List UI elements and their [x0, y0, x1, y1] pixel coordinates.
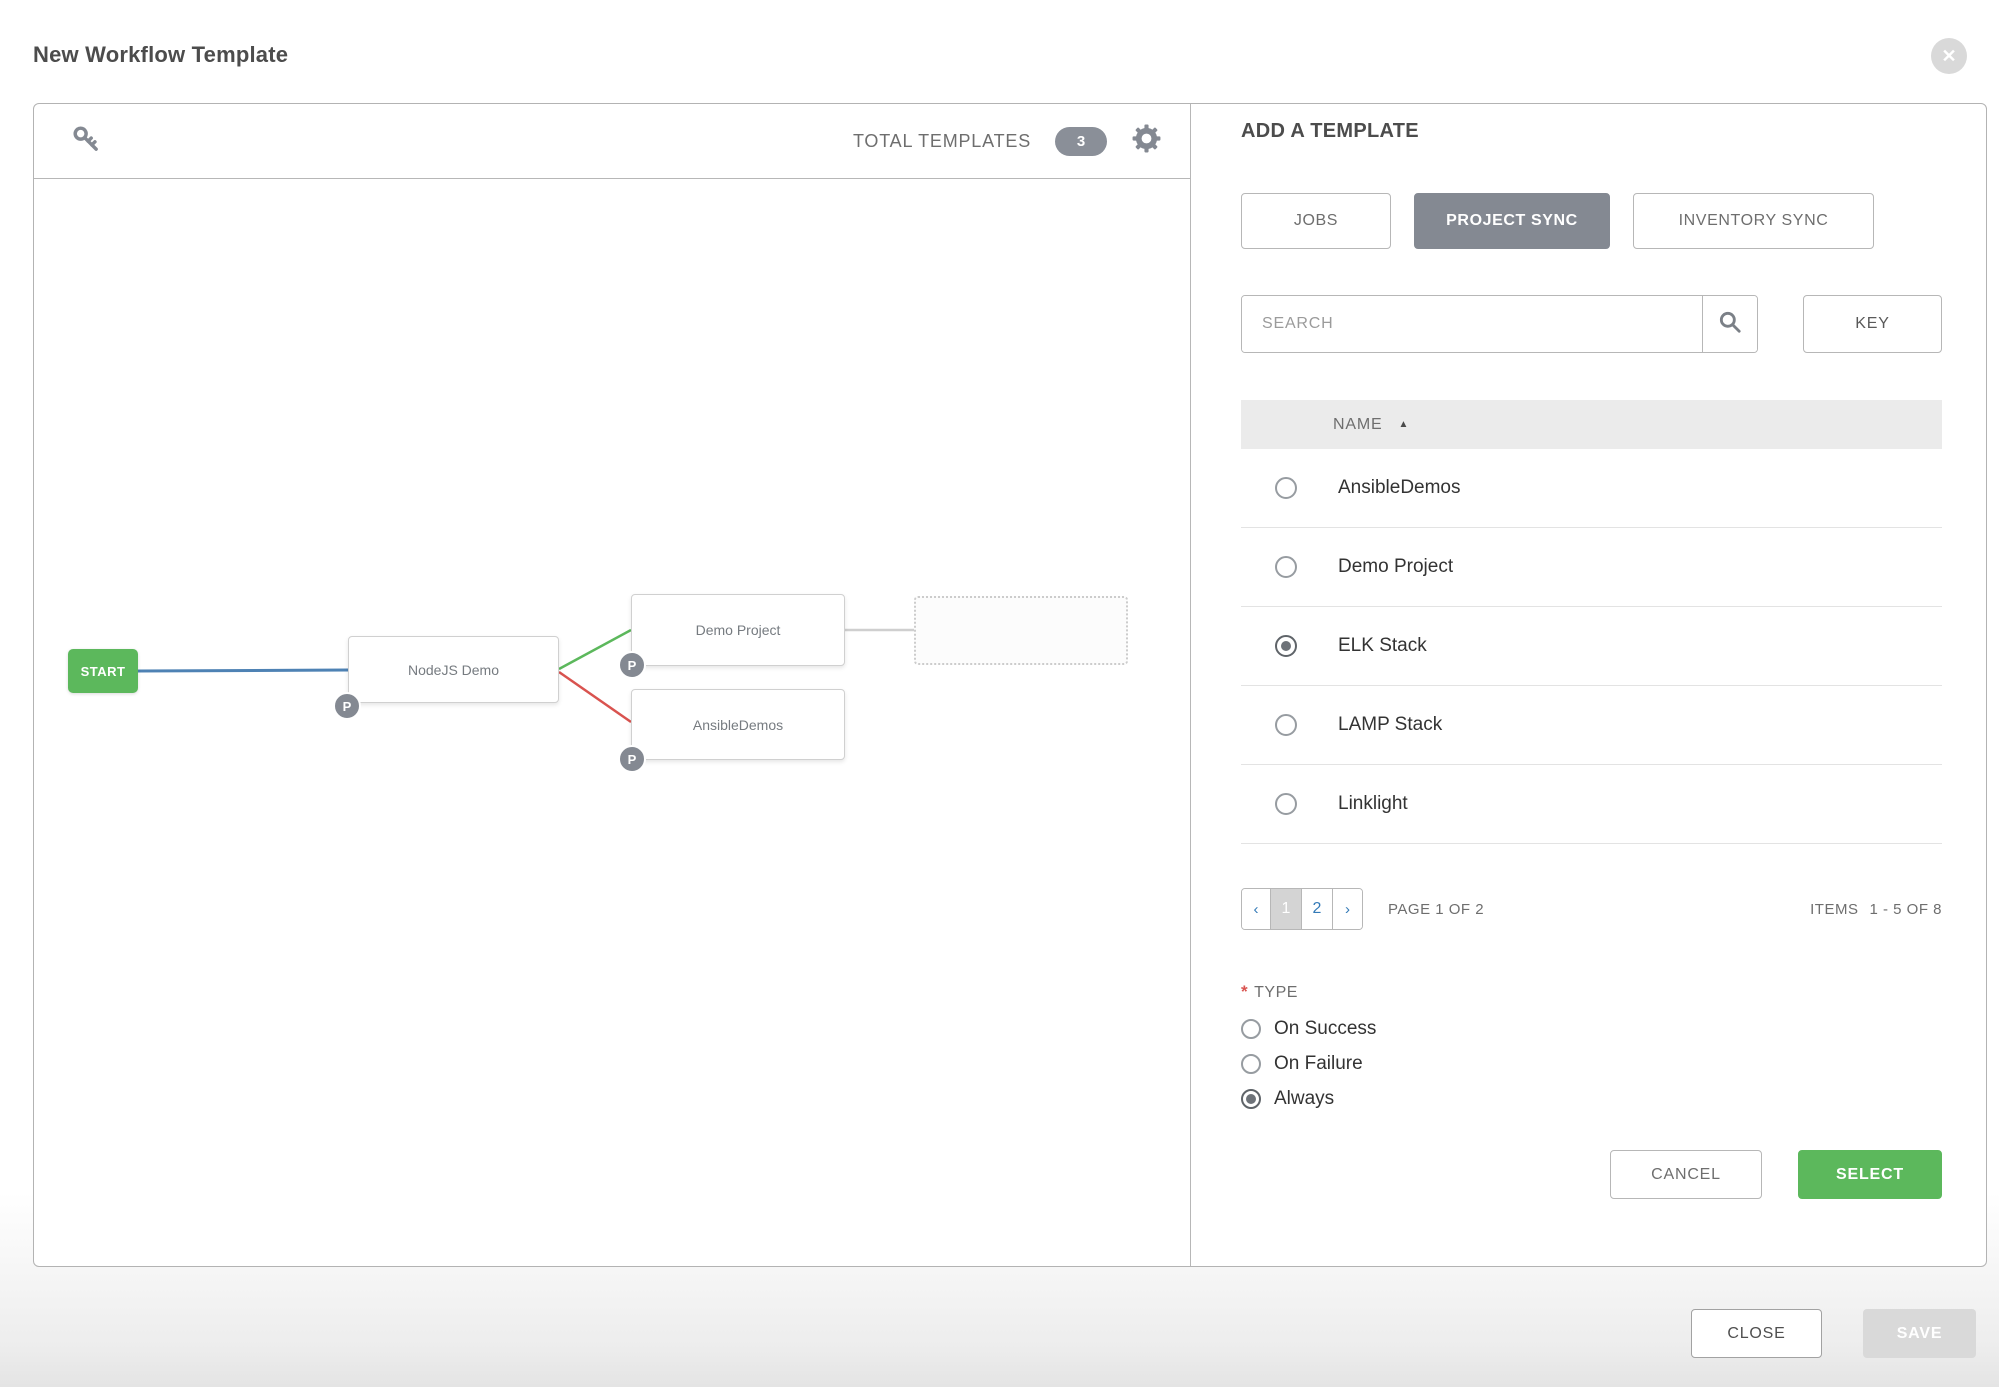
template-type-tabs: JOBS PROJECT SYNC INVENTORY SYNC	[1241, 193, 1942, 249]
panel-title: ADD A TEMPLATE	[1241, 120, 1419, 142]
search-icon	[1717, 309, 1743, 340]
workflow-canvas-section: TOTAL TEMPLATES 3	[34, 104, 1191, 1266]
settings-gear-icon[interactable]	[1131, 123, 1162, 159]
dialog-footer: CLOSE SAVE	[0, 1309, 1999, 1358]
search-button[interactable]	[1702, 296, 1757, 352]
project-type-badge: P	[618, 745, 646, 773]
template-name: LAMP Stack	[1338, 714, 1443, 735]
cancel-button[interactable]: CANCEL	[1610, 1150, 1762, 1199]
panel-actions: CANCEL SELECT	[1241, 1150, 1942, 1199]
add-template-panel: ADD A TEMPLATE JOBS PROJECT SYNC INVENTO…	[1191, 104, 1986, 1266]
type-option-on-failure[interactable]: On Failure	[1241, 1053, 1942, 1075]
modal-close-button[interactable]: ✕	[1931, 38, 1967, 74]
next-page-button[interactable]: ›	[1333, 889, 1362, 929]
search-input[interactable]	[1242, 296, 1702, 352]
workflow-links	[137, 628, 914, 724]
workflow-node-demo-project[interactable]: Demo Project	[631, 594, 845, 666]
type-section: * TYPE On Success On Failure Always	[1241, 982, 1942, 1110]
sort-asc-icon[interactable]: ▲	[1398, 419, 1410, 430]
template-table: NAME ▲ AnsibleDemos Demo Project ELK Sta…	[1241, 400, 1942, 844]
name-column-header[interactable]: NAME	[1333, 415, 1383, 433]
select-button[interactable]: SELECT	[1798, 1150, 1942, 1199]
tab-inventory-sync[interactable]: INVENTORY SYNC	[1633, 193, 1874, 249]
table-header: NAME ▲	[1241, 400, 1942, 449]
row-radio[interactable]	[1275, 635, 1297, 657]
table-row[interactable]: LAMP Stack	[1241, 686, 1942, 765]
pagination-row: ‹ 1 2 › PAGE 1 OF 2 ITEMS 1 - 5 OF 8	[1241, 888, 1942, 930]
template-name: AnsibleDemos	[1338, 477, 1461, 498]
type-option-label: On Success	[1274, 1018, 1377, 1039]
node-label: AnsibleDemos	[692, 716, 784, 733]
row-radio[interactable]	[1275, 556, 1297, 578]
page-2-button[interactable]: 2	[1302, 889, 1333, 929]
tab-project-sync[interactable]: PROJECT SYNC	[1414, 193, 1610, 249]
table-row[interactable]: ELK Stack	[1241, 607, 1942, 686]
type-option-label: On Failure	[1274, 1053, 1363, 1074]
workflow-graph-canvas[interactable]: START NodeJS Demo Demo Project AnsibleDe…	[34, 179, 1190, 1266]
workflow-node-ansibledemos[interactable]: AnsibleDemos	[631, 689, 845, 760]
node-label: Demo Project	[695, 622, 781, 638]
page-1-button[interactable]: 1	[1271, 889, 1302, 929]
table-row[interactable]: Demo Project	[1241, 528, 1942, 607]
type-radio[interactable]	[1241, 1054, 1261, 1074]
page-status: PAGE 1 OF 2	[1388, 900, 1485, 918]
type-option-always[interactable]: Always	[1241, 1088, 1942, 1110]
template-name: Demo Project	[1338, 556, 1454, 577]
close-icon: ✕	[1941, 46, 1957, 66]
pager: ‹ 1 2 ›	[1241, 888, 1363, 930]
link-start	[137, 668, 349, 673]
required-asterisk: *	[1241, 982, 1249, 1001]
table-row[interactable]: AnsibleDemos	[1241, 449, 1942, 528]
canvas-toolbar: TOTAL TEMPLATES 3	[34, 104, 1190, 179]
start-node[interactable]: START	[68, 649, 138, 693]
type-radio[interactable]	[1241, 1089, 1261, 1109]
project-type-badge: P	[333, 692, 361, 720]
search-row: KEY	[1241, 295, 1942, 353]
type-option-on-success[interactable]: On Success	[1241, 1018, 1942, 1040]
template-name: Linklight	[1338, 793, 1408, 814]
workflow-node-nodejs-demo[interactable]: NodeJS Demo	[348, 636, 559, 703]
type-option-label: Always	[1274, 1088, 1335, 1109]
template-name: ELK Stack	[1338, 635, 1427, 656]
items-label: ITEMS	[1810, 900, 1859, 918]
link-failure	[558, 670, 632, 724]
link-success	[558, 628, 632, 671]
type-label: TYPE	[1254, 984, 1298, 1001]
table-row[interactable]: Linklight	[1241, 765, 1942, 844]
page-title: New Workflow Template	[33, 42, 289, 67]
tab-jobs[interactable]: JOBS	[1241, 193, 1391, 249]
workflow-key-icon[interactable]	[70, 123, 102, 160]
row-radio[interactable]	[1275, 793, 1297, 815]
items-status: ITEMS 1 - 5 OF 8	[1810, 901, 1942, 918]
prev-page-button[interactable]: ‹	[1242, 889, 1271, 929]
row-radio[interactable]	[1275, 477, 1297, 499]
total-templates-label: TOTAL TEMPLATES	[852, 130, 1031, 151]
node-label: NodeJS Demo	[407, 661, 500, 678]
workflow-dialog: TOTAL TEMPLATES 3	[33, 103, 1987, 1267]
items-range: 1 - 5 OF 8	[1869, 900, 1942, 918]
save-button[interactable]: SAVE	[1863, 1309, 1976, 1358]
workflow-placeholder-node[interactable]	[914, 596, 1128, 665]
key-button[interactable]: KEY	[1803, 295, 1942, 353]
close-button[interactable]: CLOSE	[1691, 1309, 1822, 1358]
row-radio[interactable]	[1275, 714, 1297, 736]
total-templates-badge: 3	[1055, 126, 1107, 156]
type-radio[interactable]	[1241, 1019, 1261, 1039]
project-type-badge: P	[618, 651, 646, 679]
